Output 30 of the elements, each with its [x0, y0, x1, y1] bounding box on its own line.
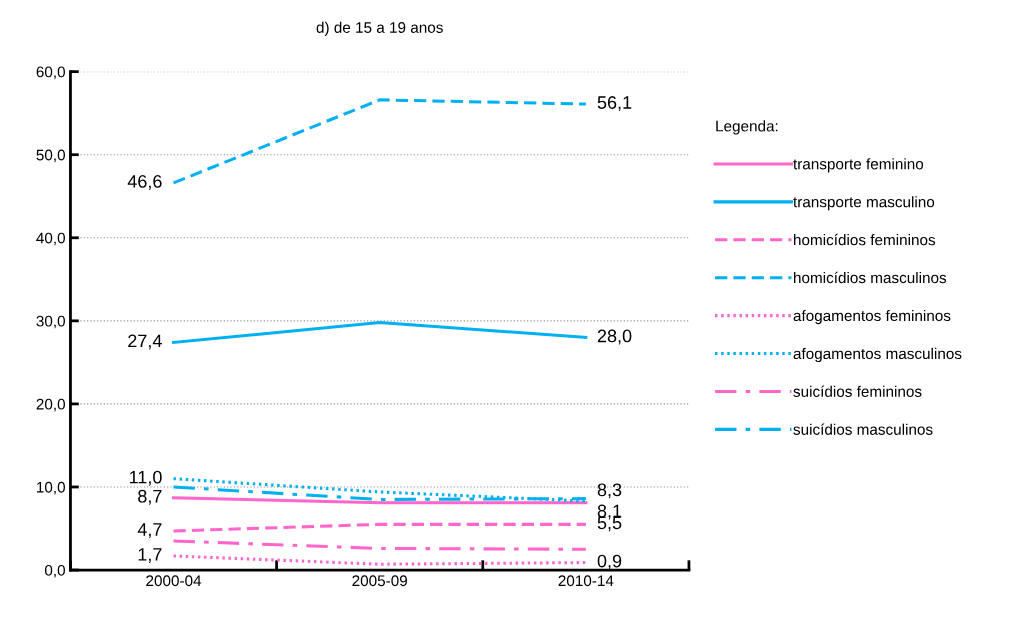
data-label: 4,7: [137, 523, 162, 538]
y-tick-label: 40,0: [36, 232, 65, 246]
data-label: 0,9: [597, 554, 622, 570]
legend-label: afogamentos femininos: [793, 309, 951, 325]
data-label: 8,7: [138, 489, 162, 505]
legend-label: transporte feminino: [793, 158, 924, 173]
y-tick-label: 30,0: [36, 315, 65, 329]
data-label: 28,0: [597, 329, 632, 345]
x-tick-label: 2005-09: [352, 575, 408, 587]
legend-label: transporte masculino: [793, 196, 935, 211]
y-tick-label: 10,0: [37, 481, 65, 495]
y-tick-label: 20,0: [36, 398, 65, 412]
chart-title: d) de 15 a 19 anos: [316, 21, 443, 36]
legend-label: afogamentos masculinos: [793, 347, 962, 363]
legend-label: homicídios masculinos: [794, 271, 947, 284]
data-label: 27,4: [128, 334, 162, 350]
legend-label: suicídios femininos: [793, 385, 922, 397]
data-label: 11,0: [129, 470, 162, 486]
data-label: 1,7: [138, 548, 162, 563]
x-tick-label: 2000-04: [146, 575, 202, 587]
y-tick-label: 60,0: [36, 66, 65, 80]
legend-label: suicídios masculinos: [793, 423, 933, 435]
data-label: 8,3: [597, 483, 622, 499]
legend-label: homicídios femininos: [794, 233, 936, 246]
x-tick-label: 2010-14: [558, 575, 614, 587]
y-tick-label: 0,0: [44, 564, 65, 578]
data-label: 56,1: [597, 96, 632, 112]
data-label: 46,6: [127, 175, 162, 190]
y-tick-label: 50,0: [36, 149, 65, 163]
legend-title: Legenda:: [716, 120, 778, 135]
